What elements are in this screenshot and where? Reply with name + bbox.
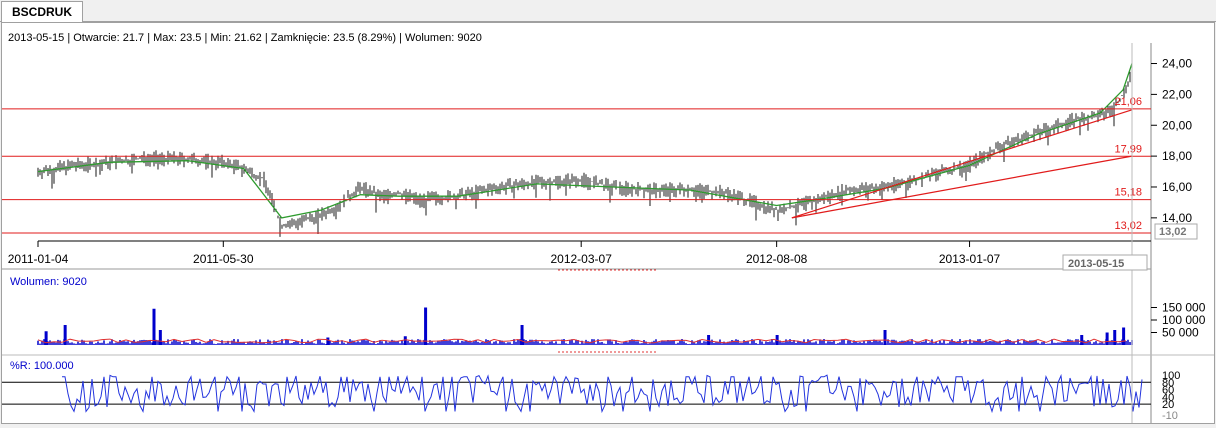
price-tick-label: 14,00: [1162, 211, 1192, 225]
x-tick-label: 2012-03-07: [550, 252, 612, 266]
indicator-tick-label: 20: [1162, 399, 1174, 411]
support-level-label: 17,99: [1114, 143, 1142, 155]
volume-tick-label: 150 000: [1162, 301, 1206, 315]
volume-label: Wolumen: 9020: [10, 276, 87, 288]
support-level-label: 13,02: [1114, 220, 1142, 232]
volume-bar: [1080, 335, 1084, 345]
volume-bar: [44, 331, 48, 345]
indicator-tick-label: -10: [1162, 410, 1178, 422]
info-line: 2013-05-15 | Otwarcie: 21.7 | Max: 23.5 …: [8, 32, 482, 44]
indicator-tick-label: 40: [1162, 392, 1174, 404]
tab-bar: BSCDRUK: [0, 0, 1216, 22]
cursor-value-box: [1154, 223, 1198, 240]
cursor-date-box: [1062, 254, 1148, 271]
price-tick-label: 22,00: [1162, 87, 1192, 101]
volume-bar: [424, 307, 428, 345]
support-level-label: 21,06: [1114, 96, 1142, 108]
volume-bar: [158, 330, 162, 345]
indicator-tick-label: 60: [1162, 385, 1174, 397]
volume-bar: [1105, 332, 1109, 345]
volume-bar: [326, 337, 330, 345]
price-tick-label: 18,00: [1162, 149, 1192, 163]
volume-bar: [1122, 327, 1126, 345]
indicator-tick-label: 80: [1162, 377, 1174, 389]
cursor-date-label: 2013-05-15: [1068, 258, 1124, 270]
x-tick-label: 2013-01-07: [939, 252, 1001, 266]
chart-canvas[interactable]: 21,06 17,99 15,18 13,02 24,00 22,00 20,00 18,0…: [2, 23, 1214, 423]
price-tick-label: 16,00: [1162, 180, 1192, 194]
indicator-label: %R: 100.000: [10, 360, 74, 372]
x-tick-label: 2011-05-30: [193, 252, 254, 266]
cursor-value-label: 13,02: [1159, 226, 1187, 238]
volume-tick-label: 50 000: [1162, 326, 1199, 340]
trend-line: [791, 109, 1133, 219]
price-tick-label: 24,00: [1162, 57, 1192, 71]
volume-bar: [403, 336, 407, 345]
volume-bar: [520, 325, 524, 345]
support-level-label: 15,18: [1114, 187, 1142, 199]
indicator-tick-label: 100: [1162, 370, 1180, 382]
volume-bar: [152, 308, 156, 345]
trend-line: [791, 155, 1133, 219]
tab-bscdruk[interactable]: BSCDRUK: [1, 1, 83, 22]
volume-bar: [63, 325, 67, 345]
price-tick-label: 20,00: [1162, 118, 1192, 132]
chart-panel: 21,06 17,99 15,18 13,02 24,00 22,00 20,00 18,0…: [1, 22, 1215, 424]
indicator-line: [62, 373, 1143, 414]
volume-average-line: [37, 338, 1127, 344]
moving-average-line: [37, 63, 1133, 219]
volume-bar: [707, 335, 711, 345]
x-tick-label: 2012-08-08: [746, 252, 808, 266]
x-tick-label: 2011-01-04: [8, 252, 69, 266]
volume-bar: [883, 330, 887, 345]
volume-bar: [1113, 330, 1117, 345]
volume-tick-label: 100 000: [1162, 313, 1206, 327]
